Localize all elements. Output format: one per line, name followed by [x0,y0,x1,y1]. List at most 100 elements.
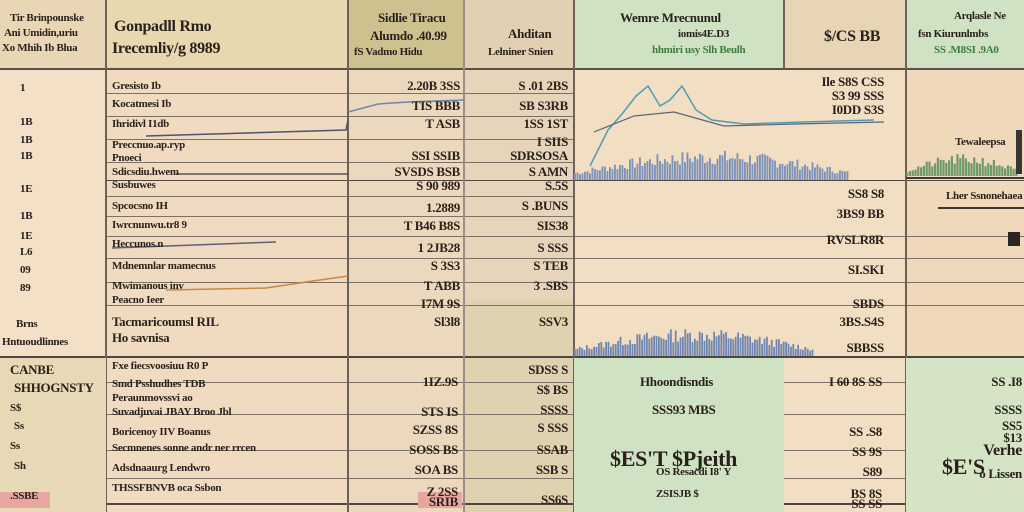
header-col1[interactable]: Gonpadll Rmo Irecemliy/g 8989 [106,0,348,70]
lower-col5-value[interactable]: S89 [862,464,883,479]
cell-value[interactable]: SB S3RB [519,98,568,113]
lower-label[interactable]: Boricenoy IIV Boanus [112,426,211,438]
lower-label[interactable]: Suvadjuvai JBAY Broo Jbl [112,406,232,418]
row-label[interactable]: Ho savnisa [112,330,170,345]
cell-value[interactable]: S .01 2BS [518,78,568,93]
cell-value[interactable]: S.5S [544,178,568,193]
cell-value[interactable]: I7M 9S [420,296,460,311]
lower-col5-value[interactable]: I 60 8S SS [829,374,882,389]
lower-col3-value[interactable]: SSB S [535,462,568,477]
cell-value[interactable]: RVSLR8R [826,232,885,247]
cell-value[interactable]: S .BUNS [521,198,569,213]
lower-label[interactable]: Adsdnaaurg Lendwro [112,462,211,474]
cell-value[interactable]: S 90 989 [416,178,460,193]
row-label[interactable]: Ihridivl I1db [112,118,169,130]
volume-bar [581,173,584,180]
cell-value[interactable]: S AMN [528,164,569,179]
sparkline-blue [145,119,348,137]
lower-col2-value[interactable]: SOA BS [414,462,459,477]
cell-value[interactable]: T B46 B8S [403,218,461,233]
lower-left-item: Sh [14,460,26,472]
row-label[interactable]: Gresisto Ib [112,80,161,92]
cell-value[interactable]: SSV3 [538,314,568,329]
cell-value[interactable]: I SIIS [536,134,568,149]
header-col0[interactable]: Tir Brinpounske Ani Umidin,uriu Xo Mhih … [0,0,106,70]
lower-col2-value[interactable]: STS IS [421,404,458,419]
row-label[interactable]: Kocatmesi Ib [112,98,172,110]
cell-value[interactable]: SSI SSIB [411,148,460,163]
cell-value[interactable]: SS8 S8 [847,186,884,201]
volume-chart-bottom [574,329,814,356]
lower-col3-value[interactable]: S$ BS [536,382,569,397]
lower-col6-value[interactable]: $13 [1003,430,1022,445]
lower-col3-value[interactable]: SSAB [536,442,569,457]
header-col5[interactable]: $/CS BB [784,0,906,70]
row-label[interactable]: Susbuwes [112,179,156,191]
cell-value[interactable]: T ASB [425,116,460,131]
cell-value[interactable]: I0DD S3S [831,102,884,117]
cell-value[interactable]: 3BS.S4S [839,314,884,329]
lower-col5-value[interactable]: BS 8S [850,486,883,501]
lower-col5-value[interactable]: SS 9S [852,444,882,459]
cell-value[interactable]: 1 2JB28 [417,240,461,255]
row-label[interactable]: Heccunos.n [112,238,164,250]
cell-value[interactable]: SVSDS BSB [394,164,460,179]
lower-col3-value[interactable]: SSSS [540,402,568,417]
lower-col2-value[interactable]: 1IZ.9S [422,374,459,389]
cell-value[interactable]: SI.SKI [847,262,884,277]
lower-col6-value[interactable]: o Lissen [979,466,1022,481]
row-label[interactable]: Iwrcnunwu.tr8 9 [112,219,187,231]
cell-value[interactable]: S3 99 SSS [831,88,885,103]
lower-col3-value[interactable]: S SSS [537,420,568,435]
lower-label[interactable]: Secmnenes sonne andr ner rrcen [112,442,256,454]
cell-value[interactable]: 2.20B 3SS [407,78,460,93]
cell-value[interactable]: S SSS [537,240,568,255]
cell-value[interactable]: 3 .SBS [533,278,569,293]
lower-label[interactable]: THSSFBNVB oca Ssbon [112,482,222,494]
volume-bar [799,349,802,356]
lower-col6-value[interactable]: SS .I8 [991,374,1022,389]
volume-bar [601,166,604,180]
cell-value[interactable]: T ABB [423,278,461,293]
row-label[interactable]: Tacmaricoumsl RIL [112,314,219,329]
cell-value[interactable]: 1.2889 [426,200,460,215]
cell-value[interactable]: SDRSOSA [510,148,568,163]
lower-col2-value[interactable]: SRIB [428,494,458,509]
cell-value[interactable]: S TEB [533,258,568,273]
row-label[interactable]: Preccnuo.ap.ryp [112,139,185,151]
lower-col3-value[interactable]: SDSS S [528,362,568,377]
cell-value[interactable]: Ile S8S CSS [821,74,885,89]
volume-bar [839,170,841,180]
cell-value[interactable]: SBDS [852,296,885,311]
cell-value[interactable]: S 3S3 [430,258,461,273]
row-label[interactable]: Sdicsdiu.hwem [112,166,179,178]
lower-col2-value[interactable]: SZSS 8S [412,422,459,437]
header-col6[interactable]: Arqlasle Ne fsn Kiurunlmbs SS .M8SI .9A0 [906,0,1024,70]
header-col4[interactable]: Wemre Mrecnunul iomis4E.D3 hhmiri usy Sl… [574,0,784,70]
row-label[interactable]: Spcocsno IH [112,200,168,212]
lower-label[interactable]: Peraunmovssvi ao [112,392,193,404]
lower-col6-value[interactable]: SSSS [994,402,1022,417]
lower-col6-value[interactable]: SS5 [1001,418,1022,433]
lower-col2-value[interactable]: SOSS BS [409,442,458,457]
row-label[interactable]: Peacno Ieer [112,294,164,306]
cell-value[interactable]: Sl3l8 [434,314,460,329]
cell-value[interactable]: 3BS9 BB [836,206,885,221]
cell-value[interactable]: 1SS 1ST [523,116,568,131]
header-col2[interactable]: Sidlie Tiracu Alumdo .40.99 fS Vadmo Hid… [348,0,464,70]
lower-col6-value[interactable]: Verhe [983,442,1022,459]
lower-col5-value[interactable]: SS .S8 [849,424,882,439]
lower-col2-value[interactable]: Z 2SS [426,484,459,499]
row-label[interactable]: Pnoeci [112,152,142,164]
cell-value[interactable]: SBBSS [846,340,884,355]
lower-label[interactable]: Smd Psshudhes TDB [112,378,206,390]
col6-bars [906,154,1018,176]
lower-col5-value[interactable]: SS SS [851,496,882,511]
lower-label[interactable]: Fxe fiecsvoosiuu R0 P [112,360,209,372]
header-col3[interactable]: Ahditan Lelniner Snien [464,0,574,70]
cell-value[interactable]: TIS BBB [411,98,460,113]
lower-col3-value[interactable]: SS6S [541,492,568,507]
row-label[interactable]: Mwimanous inv [112,280,184,292]
cell-value[interactable]: SIS38 [536,218,568,233]
row-label[interactable]: Mdnemnlar mamecnus [112,260,216,272]
